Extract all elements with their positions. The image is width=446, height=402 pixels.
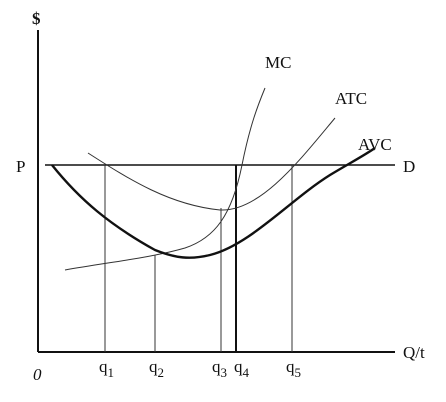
avc-label: AVC: [358, 135, 392, 154]
quantity-label: q4: [234, 357, 250, 380]
quantity-subscript: 1: [108, 365, 115, 380]
quantity-subscript: 2: [158, 365, 165, 380]
atc-label: ATC: [335, 89, 367, 108]
avc-curve: [51, 147, 376, 259]
y-axis-label: $: [32, 9, 41, 28]
quantity-base: q: [286, 357, 295, 376]
atc-curve: [87, 117, 336, 211]
mc-curve: [64, 87, 266, 271]
quantity-base: q: [212, 357, 221, 376]
quantity-base: q: [99, 357, 108, 376]
mc-label: MC: [265, 53, 291, 72]
price-label: P: [16, 157, 25, 176]
quantity-label: q3: [212, 357, 227, 380]
quantity-subscript: 5: [295, 365, 302, 380]
quantity-base: q: [234, 357, 243, 376]
quantity-labels: q1 q2 q3 q4 q5: [99, 357, 301, 380]
quantity-subscript: 3: [221, 365, 228, 380]
quantity-label: q1: [99, 357, 114, 380]
x-axis-label: Q/t: [403, 343, 425, 362]
demand-label: D: [403, 157, 415, 176]
origin-label: 0: [33, 365, 42, 384]
quantity-subscript: 4: [243, 365, 250, 380]
quantity-label: q5: [286, 357, 301, 380]
quantity-base: q: [149, 357, 158, 376]
quantity-label: q2: [149, 357, 164, 380]
